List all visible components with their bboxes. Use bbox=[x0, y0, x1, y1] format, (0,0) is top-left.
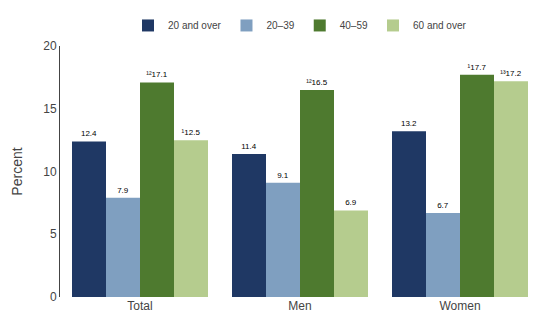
svg-text:40–59: 40–59 bbox=[340, 20, 368, 31]
svg-text:7.9: 7.9 bbox=[117, 186, 129, 195]
svg-text:12.4: 12.4 bbox=[81, 129, 97, 138]
svg-text:13.2: 13.2 bbox=[401, 119, 417, 128]
svg-text:¹17.7: ¹17.7 bbox=[468, 63, 487, 72]
svg-text:Women: Women bbox=[439, 299, 480, 313]
svg-text:¹12.5: ¹12.5 bbox=[182, 128, 201, 137]
svg-text:¹²16.5: ¹²16.5 bbox=[306, 78, 327, 87]
svg-text:¹³17.2: ¹³17.2 bbox=[500, 69, 521, 78]
svg-text:20: 20 bbox=[43, 39, 57, 53]
svg-text:Men: Men bbox=[288, 299, 311, 313]
svg-text:Total: Total bbox=[127, 299, 152, 313]
svg-text:11.4: 11.4 bbox=[241, 142, 257, 151]
svg-text:0: 0 bbox=[50, 290, 57, 304]
svg-text:6.7: 6.7 bbox=[437, 201, 449, 210]
svg-text:5: 5 bbox=[50, 227, 57, 241]
svg-text:60 and over: 60 and over bbox=[413, 20, 466, 31]
svg-text:10: 10 bbox=[43, 165, 57, 179]
svg-text:15: 15 bbox=[43, 102, 57, 116]
svg-text:9.1: 9.1 bbox=[277, 171, 289, 180]
svg-text:20–39: 20–39 bbox=[266, 20, 294, 31]
svg-text:¹²17.1: ¹²17.1 bbox=[146, 70, 167, 79]
svg-text:Percent: Percent bbox=[9, 147, 25, 195]
svg-text:6.9: 6.9 bbox=[345, 198, 357, 207]
svg-text:20 and over: 20 and over bbox=[168, 20, 221, 31]
